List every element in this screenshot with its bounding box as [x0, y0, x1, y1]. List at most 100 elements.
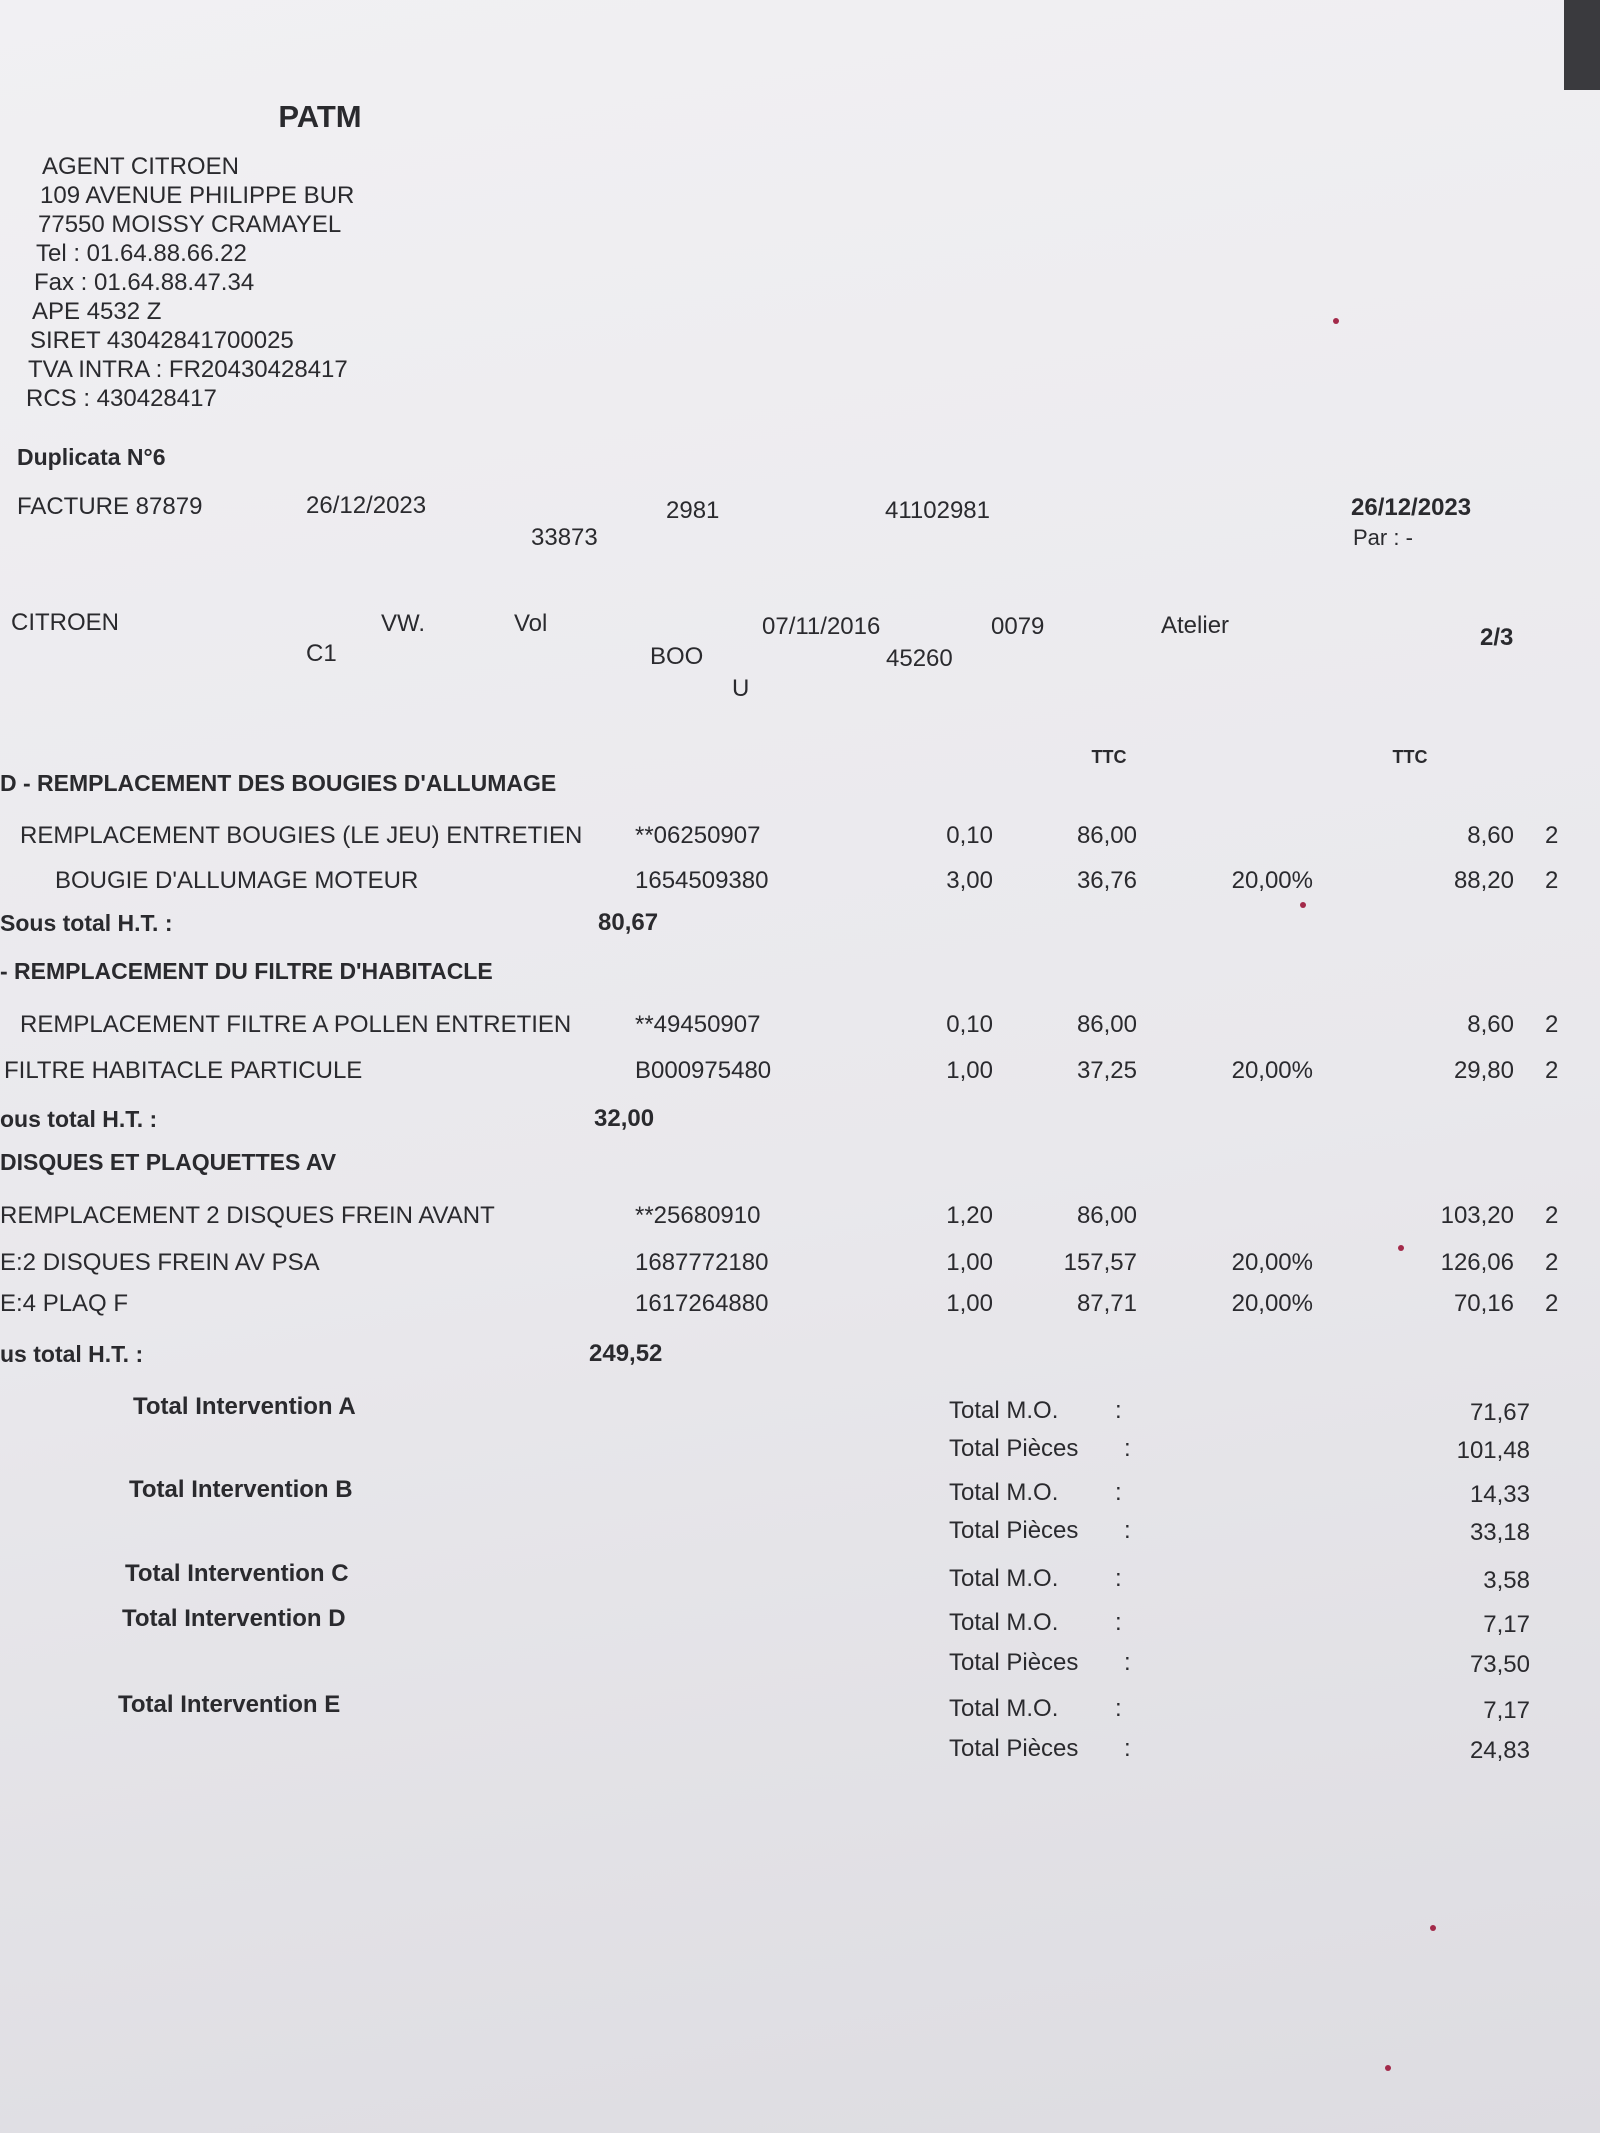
intervention-name: Total Intervention B: [129, 1476, 353, 1503]
total-label: Total M.O.: [949, 1397, 1059, 1424]
line-label: FILTRE HABITACLE PARTICULE: [4, 1057, 363, 1084]
address-line: AGENT CITROEN: [42, 153, 239, 180]
intervention-name: Total Intervention E: [118, 1691, 341, 1718]
address-line: Tel : 01.64.88.66.22: [36, 240, 247, 267]
line-price: 86,00: [1076, 1202, 1137, 1229]
vehicle-mileage: 45260: [886, 645, 953, 672]
issue-date: 26/12/2023: [1351, 494, 1472, 521]
subtotal-value: 32,00: [594, 1105, 655, 1132]
line-tva: 20,00%: [1231, 867, 1313, 894]
line-label: REMPLACEMENT BOUGIES (LE JEU) ENTRETIEN: [20, 822, 583, 849]
duplicata: Duplicata N°6: [17, 444, 166, 470]
line-code: 2: [1545, 1249, 1559, 1276]
address-line: SIRET 43042841700025: [30, 327, 294, 354]
line-tva: 20,00%: [1231, 1249, 1313, 1276]
invoice-code: 2981: [666, 497, 720, 524]
subtotal-label: ous total H.T. :: [0, 1106, 158, 1132]
line-qty: 1,00: [946, 1290, 993, 1317]
company-name: PATM: [278, 99, 362, 134]
separator: :: [1115, 1397, 1122, 1424]
vehicle-make: CITROEN: [11, 609, 119, 636]
line-amount: 8,60: [1467, 822, 1514, 849]
paper-edge: [1564, 0, 1600, 90]
line-label: REMPLACEMENT FILTRE A POLLEN ENTRETIEN: [20, 1011, 572, 1038]
total-label: Total M.O.: [949, 1565, 1059, 1592]
address-line: 109 AVENUE PHILIPPE BUR: [40, 182, 355, 209]
total-value: 7,17: [1483, 1611, 1530, 1638]
line-price: 37,25: [1076, 1057, 1137, 1084]
line-ref: **25680910: [635, 1202, 761, 1229]
line-amount: 70,16: [1453, 1290, 1514, 1317]
total-label: Total M.O.: [949, 1479, 1059, 1506]
line-qty: 1,00: [946, 1249, 993, 1276]
total-value: 33,18: [1469, 1519, 1530, 1546]
workshop: Atelier: [1161, 612, 1230, 639]
line-price: 86,00: [1076, 822, 1137, 849]
line-price: 157,57: [1063, 1249, 1137, 1276]
total-label: Total Pièces: [949, 1649, 1079, 1676]
section-title: - REMPLACEMENT DU FILTRE D'HABITACLE: [0, 958, 493, 984]
separator: :: [1124, 1649, 1131, 1676]
total-value: 71,67: [1469, 1399, 1530, 1426]
vehicle-code: 0079: [991, 613, 1045, 640]
line-label: E:2 DISQUES FREIN AV PSA: [0, 1249, 320, 1276]
subtotal-value: 80,67: [598, 909, 659, 936]
line-ref: 1654509380: [635, 867, 769, 894]
intervention-name: Total Intervention D: [122, 1605, 346, 1632]
invoice-code: 33873: [531, 524, 598, 551]
vehicle-date: 07/11/2016: [762, 613, 881, 640]
speck: [1430, 1925, 1436, 1931]
line-code: 2: [1545, 822, 1559, 849]
line-price: 87,71: [1076, 1290, 1137, 1317]
line-qty: 1,00: [946, 1057, 993, 1084]
line-qty: 1,20: [946, 1202, 993, 1229]
subtotal-label: us total H.T. :: [0, 1341, 144, 1367]
line-amount: 126,06: [1440, 1249, 1514, 1276]
speck: [1398, 1245, 1404, 1251]
section-title: DISQUES ET PLAQUETTES AV: [0, 1149, 337, 1175]
line-qty: 0,10: [946, 1011, 993, 1038]
line-tva: 20,00%: [1231, 1057, 1313, 1084]
page-number: 2/3: [1480, 624, 1514, 651]
address-line: RCS : 430428417: [26, 385, 217, 412]
line-amount: 103,20: [1440, 1202, 1514, 1229]
intervention-name: Total Intervention A: [133, 1393, 356, 1420]
total-value: 3,58: [1483, 1567, 1530, 1594]
speck: [1385, 2065, 1391, 2071]
line-ref: 1687772180: [635, 1249, 769, 1276]
vehicle-field: U: [732, 675, 750, 702]
separator: :: [1115, 1565, 1122, 1592]
line-price: 86,00: [1076, 1011, 1137, 1038]
total-value: 24,83: [1469, 1737, 1530, 1764]
vehicle-field: BOO: [650, 643, 704, 670]
separator: :: [1124, 1735, 1131, 1762]
separator: :: [1124, 1435, 1131, 1462]
total-label: Total M.O.: [949, 1609, 1059, 1636]
line-amount: 29,80: [1453, 1057, 1514, 1084]
total-label: Total Pièces: [949, 1517, 1079, 1544]
subtotal-label: Sous total H.T. :: [0, 910, 173, 936]
line-label: BOUGIE D'ALLUMAGE MOTEUR: [55, 867, 419, 894]
address-line: Fax : 01.64.88.47.34: [34, 269, 255, 296]
speck: [1333, 318, 1339, 324]
line-code: 2: [1545, 1011, 1559, 1038]
line-amount: 88,20: [1453, 867, 1514, 894]
line-ref: **06250907: [635, 822, 761, 849]
address-line: TVA INTRA : FR20430428417: [28, 356, 348, 383]
vehicle-field: VW.: [381, 610, 426, 637]
issued-by: Par : -: [1353, 525, 1413, 550]
separator: :: [1115, 1695, 1122, 1722]
line-code: 2: [1545, 1202, 1559, 1229]
column-header: TTC: [1091, 747, 1127, 767]
total-value: 14,33: [1469, 1481, 1530, 1508]
line-code: 2: [1545, 1057, 1559, 1084]
total-label: Total M.O.: [949, 1695, 1059, 1722]
line-label: E:4 PLAQ F: [0, 1290, 129, 1317]
subtotal-value: 249,52: [589, 1340, 663, 1367]
separator: :: [1115, 1609, 1122, 1636]
line-tva: 20,00%: [1231, 1290, 1313, 1317]
address-line: 77550 MOISSY CRAMAYEL: [38, 211, 342, 238]
line-qty: 3,00: [946, 867, 993, 894]
line-ref: B000975480: [635, 1057, 772, 1084]
